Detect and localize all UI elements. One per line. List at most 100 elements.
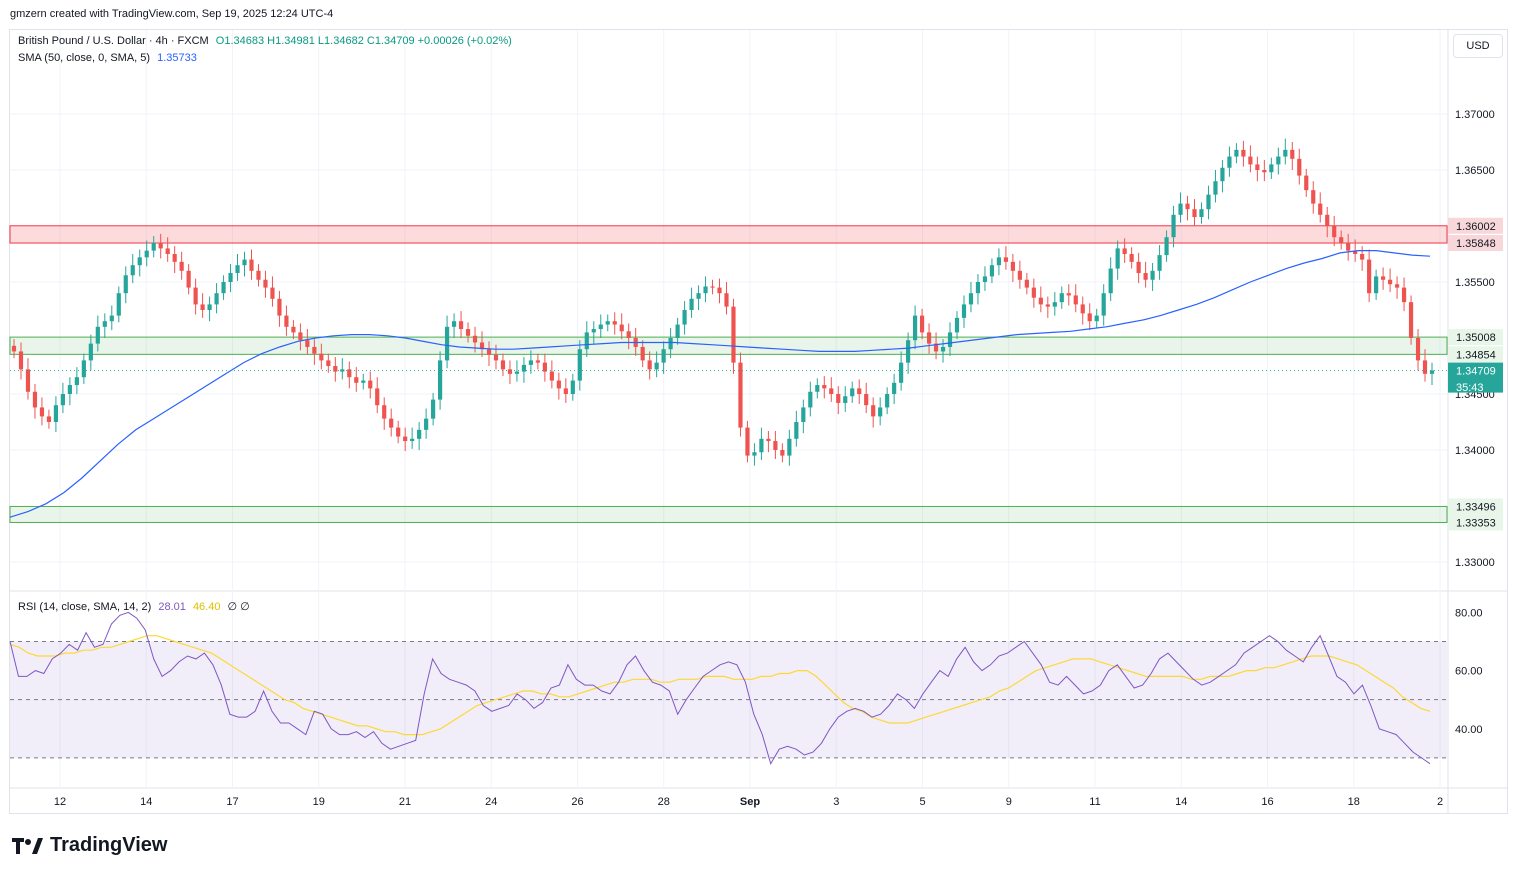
candle-body bbox=[1332, 226, 1337, 238]
candle-body bbox=[1143, 273, 1148, 280]
candle-body bbox=[787, 438, 792, 456]
candle-body bbox=[438, 360, 443, 400]
support-price-label: 1.35008 bbox=[1456, 332, 1496, 344]
candle-body bbox=[1318, 203, 1323, 215]
candle-body bbox=[158, 242, 163, 249]
candle-body bbox=[305, 340, 310, 347]
candle-body bbox=[542, 362, 547, 372]
candle-body bbox=[878, 407, 883, 417]
candle-body bbox=[1262, 170, 1267, 173]
candle-body bbox=[67, 385, 72, 394]
candle-body bbox=[1017, 270, 1022, 280]
resistance-price-label-bg bbox=[1448, 217, 1503, 234]
candle-body bbox=[1164, 237, 1169, 256]
sma-label[interactable]: SMA (50, close, 0, SMA, 5) bbox=[18, 52, 151, 64]
price-legend: British Pound / U.S. Dollar · 4h · FXCM … bbox=[18, 35, 516, 47]
candle-body bbox=[39, 407, 45, 417]
candle-body bbox=[424, 418, 429, 430]
candle-body bbox=[619, 324, 624, 332]
candle-body bbox=[682, 310, 687, 325]
last-price-label-bg bbox=[1448, 362, 1503, 393]
rsi-tick-label: 40.00 bbox=[1455, 724, 1483, 736]
candle-body bbox=[919, 315, 925, 333]
candle-body bbox=[53, 405, 59, 422]
candle-body bbox=[333, 366, 338, 372]
candle-body bbox=[1115, 248, 1120, 269]
candle-body bbox=[912, 315, 918, 341]
candle-body bbox=[444, 326, 450, 361]
candle-body bbox=[417, 429, 422, 439]
candle-body bbox=[514, 371, 520, 374]
candle-body bbox=[598, 324, 603, 330]
candle-body bbox=[1360, 254, 1365, 260]
candle-body bbox=[850, 388, 855, 397]
candle-body bbox=[968, 293, 974, 305]
sma-value: 1.35733 bbox=[157, 52, 197, 64]
candle-body bbox=[899, 362, 904, 383]
candle-body bbox=[1122, 248, 1127, 254]
rsi-label[interactable]: RSI (14, close, SMA, 14, 2) bbox=[18, 601, 152, 613]
rsi-band bbox=[10, 641, 1447, 758]
candle-body bbox=[892, 382, 897, 394]
candle-body bbox=[1276, 156, 1281, 165]
rsi-value: 28.01 bbox=[158, 601, 186, 613]
chart-credit: gmzern created with TradingView.com, Sep… bbox=[10, 8, 334, 20]
candle-body bbox=[996, 257, 1002, 266]
candle-body bbox=[647, 360, 652, 370]
candle-body bbox=[298, 332, 303, 341]
candle-body bbox=[1066, 293, 1071, 296]
candle-body bbox=[1367, 259, 1372, 294]
candle-body bbox=[1087, 313, 1092, 322]
rsi-tick-label: 60.00 bbox=[1455, 666, 1483, 678]
candle-body bbox=[1150, 270, 1155, 280]
candle-body bbox=[1227, 156, 1232, 168]
last-price-label: 1.34709 bbox=[1456, 366, 1496, 378]
support-price-label: 1.33496 bbox=[1456, 501, 1496, 513]
support-price-label-bg bbox=[1448, 346, 1503, 363]
candle-body bbox=[179, 261, 184, 271]
currency-button[interactable]: USD bbox=[1453, 34, 1503, 58]
candle-body bbox=[1073, 295, 1078, 305]
candle-body bbox=[738, 362, 743, 428]
candle-body bbox=[25, 369, 31, 392]
candle-body bbox=[710, 286, 715, 288]
candle-body bbox=[1304, 175, 1309, 191]
candle-body bbox=[291, 326, 296, 333]
candle-body bbox=[1220, 167, 1225, 182]
time-tick-label: 16 bbox=[1261, 796, 1273, 808]
symbol-label[interactable]: British Pound / U.S. Dollar · 4h · FXCM bbox=[18, 35, 209, 47]
sma-line bbox=[9, 250, 1431, 518]
candle-body bbox=[95, 326, 100, 344]
candle-body bbox=[535, 360, 540, 363]
candle-body bbox=[1381, 276, 1386, 280]
price-tick-label: 1.33000 bbox=[1455, 557, 1495, 569]
candle-body bbox=[766, 438, 771, 442]
candle-body bbox=[1297, 158, 1302, 176]
candle-body bbox=[1080, 304, 1085, 314]
candle-body bbox=[773, 441, 778, 450]
candle-body bbox=[396, 427, 401, 437]
rsi-tick-label: 80.00 bbox=[1455, 607, 1483, 619]
candle-body bbox=[1157, 255, 1162, 271]
candle-body bbox=[1024, 279, 1029, 288]
candle-body bbox=[584, 332, 589, 350]
candle-body bbox=[186, 270, 191, 288]
candle-body bbox=[1248, 156, 1253, 165]
candle-body bbox=[843, 396, 848, 403]
candle-body bbox=[109, 315, 114, 322]
candle-body bbox=[263, 279, 268, 288]
candle-body bbox=[612, 321, 617, 325]
candle-body bbox=[591, 329, 596, 333]
candle-body bbox=[382, 405, 387, 419]
resistance-price-label: 1.35848 bbox=[1456, 238, 1496, 250]
candle-body bbox=[1241, 149, 1246, 157]
candle-body bbox=[1429, 370, 1435, 374]
candle-body bbox=[1038, 297, 1043, 305]
candle-body bbox=[74, 377, 79, 386]
candle-body bbox=[989, 265, 995, 277]
candle-body bbox=[368, 380, 373, 389]
resistance-price-label: 1.36002 bbox=[1456, 221, 1496, 233]
candle-body bbox=[500, 360, 506, 370]
candle-body bbox=[354, 377, 359, 383]
